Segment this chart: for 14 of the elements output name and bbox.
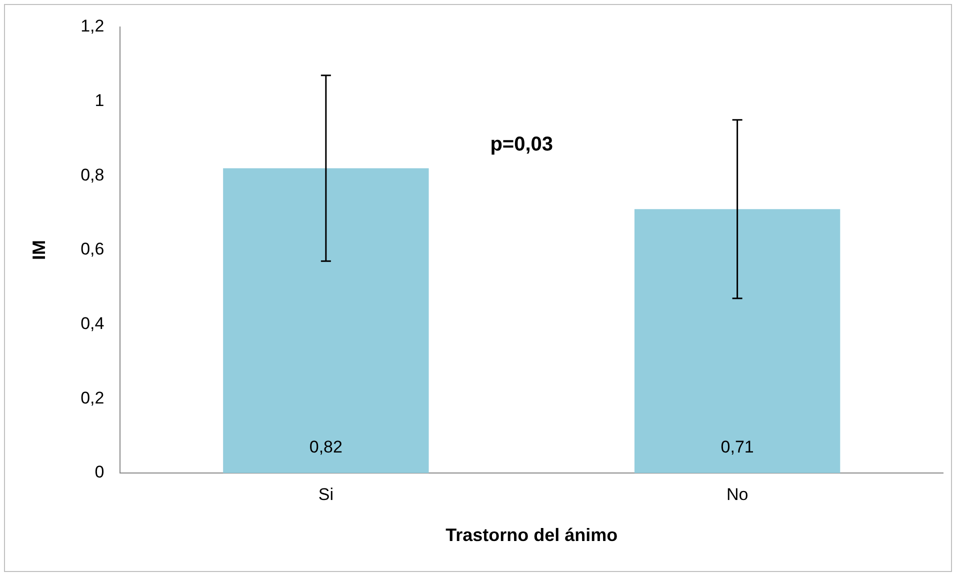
y-tick-label: 1 (94, 91, 104, 110)
y-tick-label: 0,8 (80, 165, 104, 184)
annotation: p=0,03 (490, 134, 554, 156)
data-label: 0,82 (309, 438, 342, 457)
y-tick-label: 0 (94, 462, 104, 482)
x-tick-label: Si (318, 484, 334, 504)
y-axis-title: IM (28, 240, 49, 260)
y-tick-label: 0,4 (80, 314, 104, 334)
y-tick-label: 1,2 (80, 16, 104, 36)
y-tick-label: 0,2 (80, 388, 104, 408)
data-label: 0,71 (720, 438, 754, 457)
x-tick-label: No (726, 484, 748, 504)
y-tick-label: 0,6 (80, 240, 104, 259)
x-axis-title: Trastorno del ánimo (446, 525, 618, 546)
